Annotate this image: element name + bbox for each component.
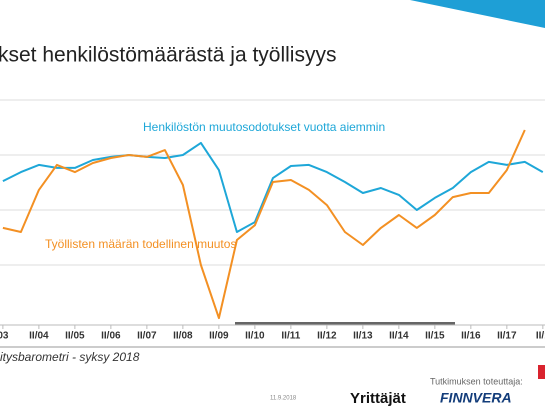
x-tick-label: II/05 <box>65 331 85 342</box>
x-tick-label: II/13 <box>353 331 373 342</box>
x-tick-label: II/06 <box>101 331 121 342</box>
credit-text: Tutkimuksen toteuttaja: <box>430 376 523 386</box>
slide-title: kset henkilöstömäärästä ja työllisyys <box>0 44 336 67</box>
series-label: Henkilöstön muutosodotukset vuotta aiemm… <box>143 120 385 134</box>
x-tick-label: II/10 <box>245 331 265 342</box>
x-tick-label: 03 <box>0 331 9 342</box>
x-tick-label: II/11 <box>281 331 300 342</box>
x-tick-label: II/12 <box>317 331 337 342</box>
x-tick-label: II/1 <box>536 331 545 342</box>
x-tick-label: II/14 <box>389 331 409 342</box>
x-tick-label: II/15 <box>425 331 445 342</box>
corner-shape <box>410 0 545 28</box>
logo: Yrittäjät <box>350 390 406 407</box>
x-tick-label: II/17 <box>497 331 517 342</box>
series-line <box>2 141 544 233</box>
x-tick-label: II/16 <box>461 331 481 342</box>
x-tick-label: II/07 <box>137 331 157 342</box>
series-label: Työllisten määrän todellinen muutos <box>45 237 236 251</box>
series-line <box>2 129 526 320</box>
x-tick-label: II/04 <box>29 331 49 342</box>
date-text: 11.9.2018 <box>270 396 297 402</box>
logo: FINNVERA <box>440 390 512 406</box>
logo-mark <box>538 365 545 379</box>
x-tick-label: II/08 <box>173 331 193 342</box>
scroll-bar <box>235 322 455 325</box>
footer-text: itysbarometri - syksy 2018 <box>0 350 140 364</box>
x-tick-label: II/09 <box>209 331 229 342</box>
